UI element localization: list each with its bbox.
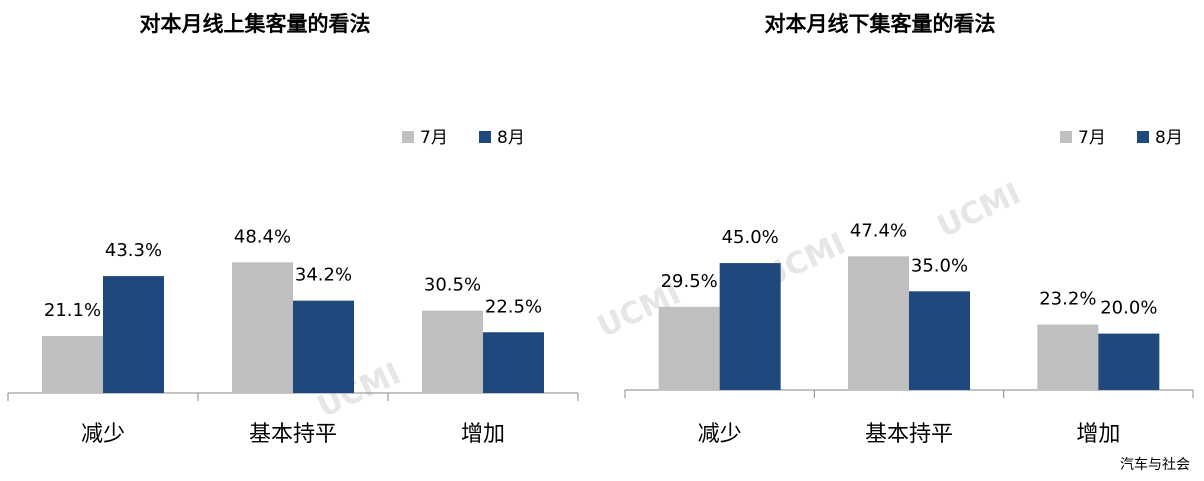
value-label: 22.5% [485,296,542,317]
chart-title: 对本月线下集客量的看法 [765,12,996,36]
value-label: 43.3% [105,240,162,261]
value-label: 34.2% [295,265,352,286]
bar [103,276,164,393]
value-label: 45.0% [722,227,779,248]
bar [719,263,781,390]
x-tick-label: 增加 [1076,422,1120,447]
value-label: 23.2% [1039,289,1096,310]
legend-label: 8月 [497,128,525,148]
bar [909,291,970,390]
value-label: 48.4% [234,226,291,247]
source: 汽车与社会 [1120,456,1190,473]
value-label: 47.4% [850,220,907,241]
value-label: 30.5% [424,275,481,296]
x-tick-label: 增加 [461,422,505,447]
legend-swatch [402,131,414,143]
x-tick-label: 基本持平 [249,422,337,447]
x-tick-label: 减少 [81,422,125,447]
bar [232,262,293,393]
legend-label: 7月 [420,128,448,148]
bar [1098,333,1160,390]
watermark: UCMI [932,176,1026,245]
x-tick-label: 减少 [698,422,742,447]
legend-swatch [1137,131,1149,143]
legend-swatch [1060,131,1072,143]
bar [1037,324,1099,390]
legend-swatch [479,131,491,143]
legend-label: 8月 [1155,128,1183,148]
value-label: 20.0% [1100,298,1157,319]
value-label: 35.0% [911,255,968,276]
bar [848,256,909,390]
bar [658,306,720,390]
bar [483,332,544,393]
chart-title: 对本月线上集客量的看法 [140,12,371,36]
value-label: 21.1% [44,300,101,321]
x-tick-label: 基本持平 [865,422,953,447]
bar [293,300,354,393]
legend-label: 7月 [1078,128,1106,148]
value-label: 29.5% [661,271,718,292]
bar [422,310,483,393]
bar [42,336,103,393]
